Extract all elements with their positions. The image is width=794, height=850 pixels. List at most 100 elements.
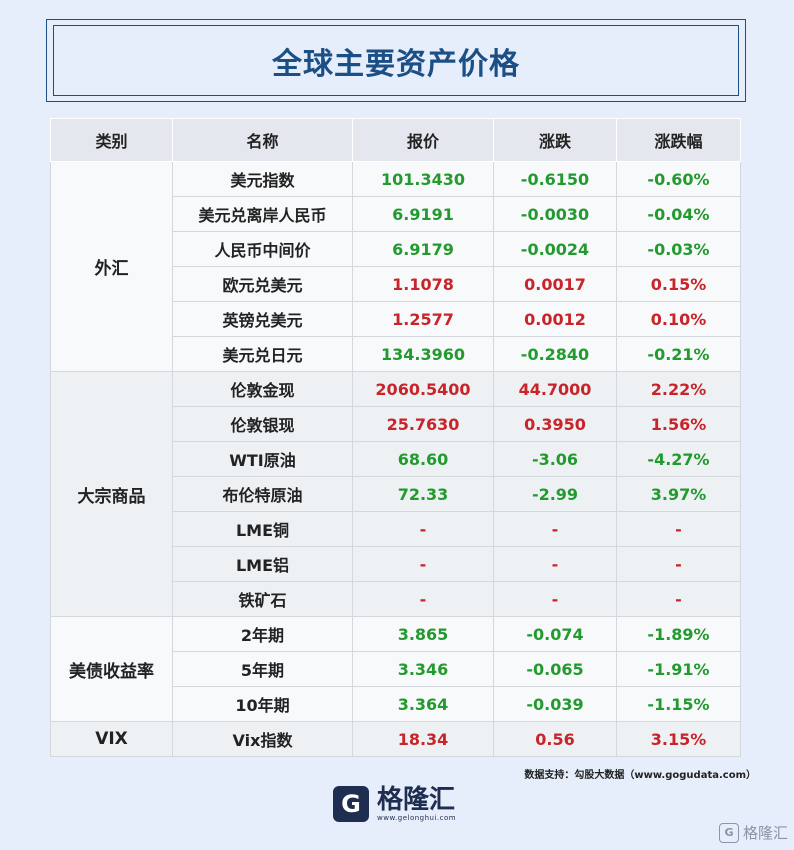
table-row: 外汇 美元指数 101.3430 -0.6150 -0.60% [50,161,741,372]
logo-text: 格隆汇 www.gelonghui.com [377,786,456,822]
price-cell: 1.1078 [352,266,494,302]
category-cell: 美债收益率 [50,616,173,722]
table-row: 铁矿石 - - - [51,581,741,617]
asset-name-cell: 伦敦银现 [172,406,353,442]
asset-name-cell: 美元兑离岸人民币 [172,196,353,232]
table-row: 人民币中间价 6.9179 -0.0024 -0.03% [51,231,741,267]
change-pct-cell: 3.15% [616,721,741,757]
header-change: 涨跌 [493,118,617,162]
price-cell: 3.865 [352,616,494,652]
table-body: 外汇 美元指数 101.3430 -0.6150 -0.60% 美元兑离岸人民币 6.919… [50,161,741,757]
asset-name-cell: WTI原油 [172,441,353,477]
change-cell: -0.039 [493,686,617,722]
asset-name-cell: 人民币中间价 [172,231,353,267]
price-cell: 18.34 [352,721,494,757]
price-cell: 6.9179 [352,231,494,267]
asset-price-table: 类别 名称 报价 涨跌 涨跌幅 外汇 美元指数 101.3430 -0.6150 -0.… [50,118,741,757]
change-cell: -0.0024 [493,231,617,267]
watermark-text: 格隆汇 [742,824,788,842]
price-cell: 1.2577 [352,301,494,337]
category-cell: 外汇 [50,161,173,372]
change-cell: -3.06 [493,441,617,477]
change-pct-cell: -0.21% [616,336,741,372]
change-cell: 44.7000 [493,371,617,407]
title-box: 全球主要资产价格 [46,19,746,102]
change-cell: - [493,546,617,582]
category-cell: VIX [50,721,173,757]
asset-name-cell: 伦敦金现 [172,371,353,407]
table-row: 英镑兑美元 1.2577 0.0012 0.10% [51,301,741,337]
table-row: 欧元兑美元 1.1078 0.0017 0.15% [51,266,741,302]
price-cell: 68.60 [352,441,494,477]
table-row: LME铝 - - - [51,546,741,582]
change-pct-cell: -4.27% [616,441,741,477]
header-price: 报价 [352,118,494,162]
asset-name-cell: 2年期 [172,616,353,652]
asset-name-cell: 美元兑日元 [172,336,353,372]
price-cell: 134.3960 [352,336,494,372]
change-pct-cell: - [616,581,741,617]
table-row: LME铜 - - - [51,511,741,547]
change-cell: -0.065 [493,651,617,687]
price-cell: 72.33 [352,476,494,512]
asset-name-cell: 欧元兑美元 [172,266,353,302]
asset-name-cell: Vix指数 [172,721,353,757]
table-row: 5年期 3.346 -0.065 -1.91% [51,651,741,687]
table-row: 美元兑离岸人民币 6.9191 -0.0030 -0.04% [51,196,741,232]
price-cell: 6.9191 [352,196,494,232]
change-cell: 0.3950 [493,406,617,442]
price-cell: 3.364 [352,686,494,722]
change-cell: -0.2840 [493,336,617,372]
table-row: WTI原油 68.60 -3.06 -4.27% [51,441,741,477]
change-pct-cell: 3.97% [616,476,741,512]
change-pct-cell: 0.15% [616,266,741,302]
table-row: VIX Vix指数 18.34 0.56 3.15% [50,721,741,757]
header-pct: 涨跌幅 [616,118,741,162]
asset-name-cell: 美元指数 [172,161,353,197]
change-cell: -0.074 [493,616,617,652]
price-cell: - [352,511,494,547]
table-row: 伦敦银现 25.7630 0.3950 1.56% [51,406,741,442]
logo-g-icon: G [333,786,369,822]
table-row: 10年期 3.364 -0.039 -1.15% [51,686,741,722]
logo-url: www.gelonghui.com [377,814,457,822]
change-pct-cell: -0.60% [616,161,741,197]
price-cell: 2060.5400 [352,371,494,407]
asset-name-cell: 5年期 [172,651,353,687]
category-cell: 大宗商品 [50,371,173,617]
change-pct-cell: 0.10% [616,301,741,337]
watermark-icon: G [718,822,739,843]
gelonghui-logo: G 格隆汇 www.gelonghui.com [333,783,463,825]
change-pct-cell: -1.15% [616,686,741,722]
price-cell: - [352,581,494,617]
table-row: 布伦特原油 72.33 -2.99 3.97% [51,476,741,512]
change-cell: -0.0030 [493,196,617,232]
change-pct-cell: - [616,511,741,547]
price-cell: 3.346 [352,651,494,687]
price-cell: 25.7630 [352,406,494,442]
change-pct-cell: 1.56% [616,406,741,442]
asset-name-cell: 铁矿石 [172,581,353,617]
asset-name-cell: LME铝 [172,546,353,582]
table-row: 大宗商品 伦敦金现 2060.5400 44.7000 2.22% [50,371,741,617]
change-pct-cell: -0.03% [616,231,741,267]
asset-name-cell: LME铜 [172,511,353,547]
corner-watermark: G 格隆汇 [718,822,788,843]
price-cell: 101.3430 [352,161,494,197]
change-pct-cell: - [616,546,741,582]
change-cell: - [493,581,617,617]
asset-name-cell: 布伦特原油 [172,476,353,512]
asset-name-cell: 英镑兑美元 [172,301,353,337]
change-pct-cell: 2.22% [616,371,741,407]
asset-price-table-wrap: 类别 名称 报价 涨跌 涨跌幅 外汇 美元指数 101.3430 -0.6150 -0.… [50,118,741,757]
change-cell: -0.6150 [493,161,617,197]
change-cell: 0.0012 [493,301,617,337]
header-category: 类别 [50,118,173,162]
title-frame: 全球主要资产价格 [53,25,739,96]
change-pct-cell: -1.89% [616,616,741,652]
price-cell: - [352,546,494,582]
change-cell: -2.99 [493,476,617,512]
table-header-row: 类别 名称 报价 涨跌 涨跌幅 [50,118,741,162]
asset-name-cell: 10年期 [172,686,353,722]
logo-name: 格隆汇 [377,785,456,815]
